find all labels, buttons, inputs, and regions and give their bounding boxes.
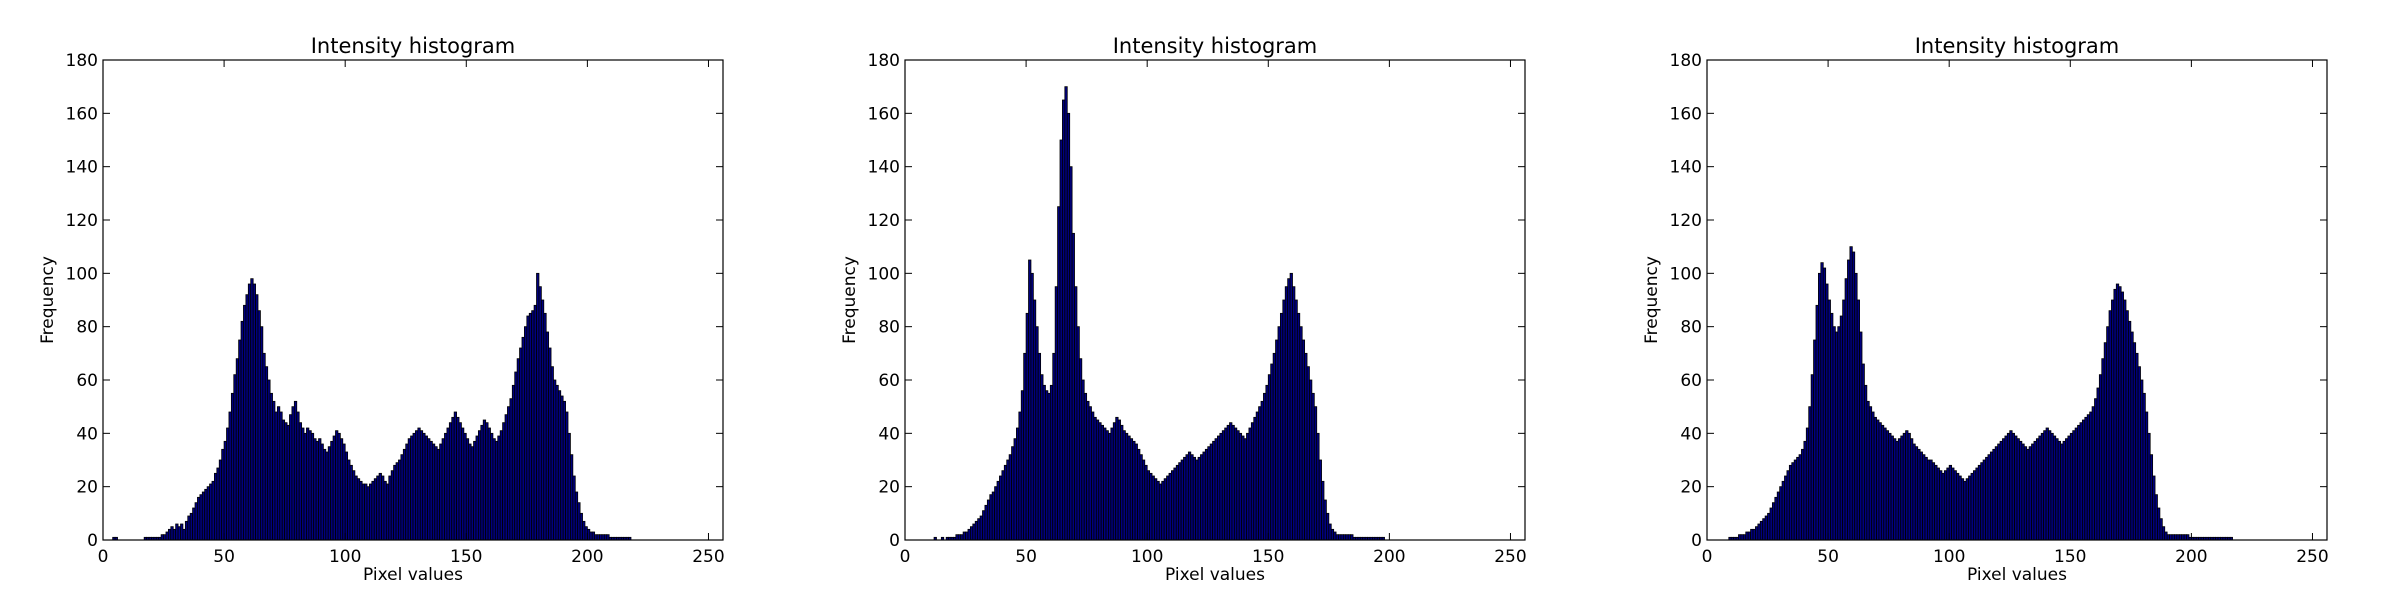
y-tick-label: 140: [1670, 158, 1702, 178]
x-axis-label: Pixel values: [363, 565, 463, 585]
y-tick-label: 80: [76, 318, 98, 338]
y-tick-label: 0: [889, 531, 900, 551]
histogram-chart-3: Intensity histogram 0 50 100 150 200 250 0 20 40 6…: [1642, 34, 2329, 585]
y-tick-label: 0: [87, 531, 98, 551]
x-tick-label: 250: [1494, 547, 1526, 567]
y-tick-label: 60: [76, 371, 98, 391]
y-tick-label: 160: [868, 104, 900, 124]
x-axis-label: Pixel values: [1967, 565, 2067, 585]
x-tick-label: 250: [2296, 547, 2328, 567]
y-tick-label: 180: [1670, 51, 1702, 71]
x-tick-label: 200: [2175, 547, 2207, 567]
y-tick-label: 20: [76, 478, 98, 498]
x-tick-label: 0: [98, 547, 109, 567]
y-tick-label: 140: [868, 158, 900, 178]
plot-frame: [102, 59, 724, 541]
x-tick-label: 100: [329, 547, 361, 567]
histogram-panel-1: Intensity histogram 0 50 100 150 200 250 0 20 40 6…: [0, 0, 802, 602]
histogram-panel-2: Intensity histogram 0 50 100 150 200 250 0 20 40 6…: [802, 0, 1604, 602]
x-tick-label: 150: [2054, 547, 2086, 567]
x-tick-label: 250: [692, 547, 724, 567]
y-axis-label: Frequency: [840, 256, 860, 344]
y-tick-label: 40: [1680, 424, 1702, 444]
y-tick-label: 180: [66, 51, 98, 71]
x-tick-label: 200: [1373, 547, 1405, 567]
y-tick-label: 120: [66, 211, 98, 231]
y-tick-label: 160: [1670, 104, 1702, 124]
y-tick-label: 100: [66, 264, 98, 284]
y-tick-label: 20: [1680, 478, 1702, 498]
x-tick-label: 200: [571, 547, 603, 567]
y-axis-label: Frequency: [1642, 256, 1662, 344]
y-tick-label: 160: [66, 104, 98, 124]
y-tick-label: 60: [878, 371, 900, 391]
chart-title: Intensity histogram: [311, 34, 516, 58]
y-axis-label: Frequency: [38, 256, 58, 344]
x-axis-label: Pixel values: [1165, 565, 1265, 585]
x-tick-label: 50: [1817, 547, 1839, 567]
y-tick-label: 100: [868, 264, 900, 284]
y-tick-label: 80: [1680, 318, 1702, 338]
x-tick-label: 150: [1252, 547, 1284, 567]
y-tick-label: 40: [76, 424, 98, 444]
bars-group: [1728, 246, 2233, 541]
plot-frame: [904, 59, 1526, 541]
x-tick-label: 50: [1015, 547, 1037, 567]
bars-group: [933, 86, 1385, 541]
y-tick-label: 140: [66, 158, 98, 178]
histogram-chart-2: Intensity histogram 0 50 100 150 200 250 0 20 40 6…: [840, 34, 1527, 585]
y-tick-label: 40: [878, 424, 900, 444]
x-tick-label: 100: [1933, 547, 1965, 567]
x-tick-label: 50: [213, 547, 235, 567]
y-tick-label: 180: [868, 51, 900, 71]
plot-frame: [1706, 59, 2328, 541]
histogram-panel-3: Intensity histogram 0 50 100 150 200 250 0 20 40 6…: [1604, 0, 2406, 602]
x-tick-label: 0: [900, 547, 911, 567]
y-tick-label: 20: [878, 478, 900, 498]
chart-title: Intensity histogram: [1113, 34, 1318, 58]
x-tick-label: 100: [1131, 547, 1163, 567]
bars-group: [112, 272, 632, 541]
histogram-chart-1: Intensity histogram 0 50 100 150 200 250 0 20 40 6…: [38, 34, 725, 585]
y-tick-label: 0: [1691, 531, 1702, 551]
y-tick-label: 60: [1680, 371, 1702, 391]
chart-title: Intensity histogram: [1915, 34, 2120, 58]
x-tick-label: 150: [450, 547, 482, 567]
y-tick-label: 120: [1670, 211, 1702, 231]
y-tick-label: 80: [878, 318, 900, 338]
y-tick-label: 100: [1670, 264, 1702, 284]
y-tick-label: 120: [868, 211, 900, 231]
x-tick-label: 0: [1702, 547, 1713, 567]
